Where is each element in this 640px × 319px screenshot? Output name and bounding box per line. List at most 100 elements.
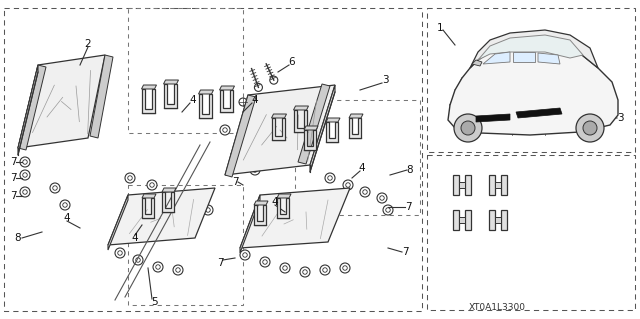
- Polygon shape: [225, 85, 335, 175]
- Polygon shape: [220, 90, 232, 112]
- Circle shape: [153, 262, 163, 272]
- Circle shape: [193, 198, 197, 202]
- Polygon shape: [90, 55, 113, 138]
- Text: 4: 4: [132, 233, 138, 243]
- Polygon shape: [294, 110, 307, 132]
- Text: 4: 4: [252, 95, 259, 105]
- Polygon shape: [163, 80, 179, 84]
- Circle shape: [243, 253, 247, 257]
- Circle shape: [50, 183, 60, 193]
- Text: 7: 7: [10, 191, 16, 201]
- Circle shape: [253, 168, 257, 172]
- Circle shape: [328, 176, 332, 180]
- Polygon shape: [465, 174, 470, 196]
- Circle shape: [234, 153, 238, 157]
- Polygon shape: [254, 205, 266, 225]
- Polygon shape: [513, 52, 535, 62]
- Text: 3: 3: [617, 113, 623, 123]
- Polygon shape: [516, 108, 562, 118]
- Circle shape: [454, 114, 482, 142]
- Polygon shape: [163, 84, 177, 108]
- Circle shape: [63, 203, 67, 207]
- Polygon shape: [476, 114, 510, 122]
- Circle shape: [190, 195, 200, 205]
- Polygon shape: [198, 90, 214, 94]
- Circle shape: [20, 157, 30, 167]
- Circle shape: [136, 258, 140, 262]
- Polygon shape: [198, 94, 211, 118]
- Circle shape: [205, 208, 211, 212]
- Text: 8: 8: [15, 233, 21, 243]
- Circle shape: [280, 263, 290, 273]
- Circle shape: [380, 196, 384, 200]
- Polygon shape: [108, 188, 215, 245]
- Circle shape: [23, 160, 28, 164]
- Polygon shape: [501, 210, 506, 230]
- Circle shape: [260, 257, 270, 267]
- Text: XT0A1L3300: XT0A1L3300: [468, 303, 525, 313]
- Polygon shape: [141, 85, 157, 89]
- Circle shape: [323, 268, 327, 272]
- Polygon shape: [240, 195, 260, 253]
- Text: 4: 4: [272, 197, 278, 207]
- Polygon shape: [298, 84, 330, 164]
- Text: 7: 7: [217, 258, 223, 268]
- Polygon shape: [349, 118, 361, 138]
- Polygon shape: [304, 126, 318, 130]
- Polygon shape: [465, 210, 470, 230]
- Polygon shape: [277, 194, 291, 198]
- Polygon shape: [271, 114, 287, 118]
- Circle shape: [325, 173, 335, 183]
- Polygon shape: [162, 188, 176, 192]
- Circle shape: [360, 187, 370, 197]
- Circle shape: [125, 173, 135, 183]
- Polygon shape: [495, 217, 501, 223]
- Polygon shape: [349, 114, 363, 118]
- Polygon shape: [454, 210, 459, 230]
- Polygon shape: [472, 60, 482, 66]
- Circle shape: [231, 150, 241, 160]
- Polygon shape: [108, 195, 128, 250]
- Polygon shape: [459, 217, 465, 223]
- Circle shape: [343, 180, 353, 190]
- Circle shape: [20, 187, 30, 197]
- Polygon shape: [326, 122, 338, 142]
- Circle shape: [156, 265, 160, 269]
- Polygon shape: [490, 210, 495, 230]
- Circle shape: [176, 268, 180, 272]
- Circle shape: [283, 266, 287, 270]
- Circle shape: [270, 76, 278, 84]
- Circle shape: [576, 114, 604, 142]
- Polygon shape: [225, 95, 256, 177]
- Polygon shape: [18, 65, 38, 155]
- Polygon shape: [294, 106, 308, 110]
- Circle shape: [147, 180, 157, 190]
- Polygon shape: [240, 188, 350, 248]
- Polygon shape: [490, 174, 495, 196]
- Circle shape: [300, 267, 310, 277]
- Circle shape: [239, 98, 247, 106]
- Circle shape: [150, 183, 154, 187]
- Polygon shape: [326, 118, 340, 122]
- Polygon shape: [470, 30, 598, 68]
- Circle shape: [128, 176, 132, 180]
- Polygon shape: [483, 52, 510, 64]
- Text: 7: 7: [10, 173, 16, 183]
- Polygon shape: [448, 44, 618, 135]
- Text: 4: 4: [358, 163, 365, 173]
- Circle shape: [340, 263, 350, 273]
- Polygon shape: [162, 192, 174, 212]
- Polygon shape: [142, 194, 156, 198]
- Text: 4: 4: [64, 213, 70, 223]
- Polygon shape: [304, 130, 316, 150]
- Text: 4: 4: [189, 95, 196, 105]
- Text: 3: 3: [381, 75, 388, 85]
- Circle shape: [386, 208, 390, 212]
- Text: 2: 2: [467, 100, 474, 110]
- Polygon shape: [495, 182, 501, 188]
- Circle shape: [23, 173, 28, 177]
- Circle shape: [240, 250, 250, 260]
- Circle shape: [60, 200, 70, 210]
- Polygon shape: [220, 86, 234, 90]
- Text: 2: 2: [84, 39, 92, 49]
